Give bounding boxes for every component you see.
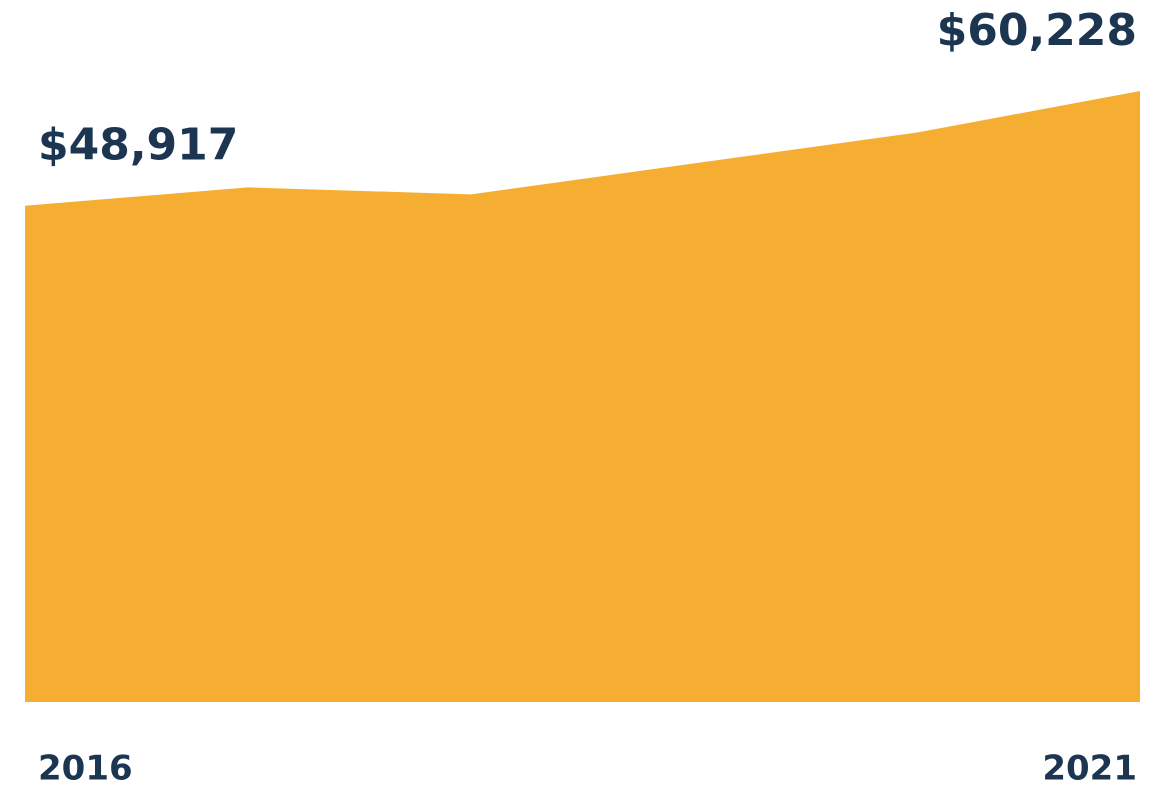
area [25, 90, 1140, 702]
x-tick-label: 2016 [38, 749, 133, 789]
value-label: $60,228 [937, 5, 1137, 56]
value-label: $48,917 [38, 120, 238, 171]
x-tick-label: 2021 [1042, 749, 1137, 789]
